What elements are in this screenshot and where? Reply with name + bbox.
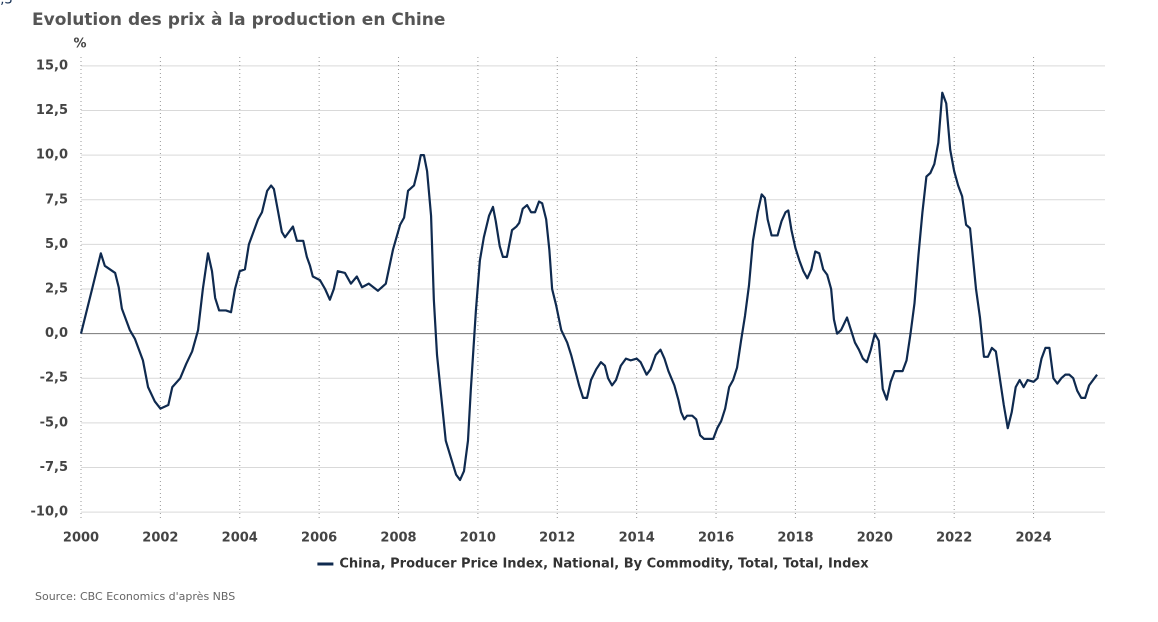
value-label: -2,3	[0, 0, 13, 8]
x-tick-label: 2006	[301, 531, 337, 546]
legend-label: China, Producer Price Index, National, B…	[339, 557, 869, 572]
y-tick-label: 0,0	[45, 326, 68, 341]
y-tick-label: 12,5	[36, 103, 68, 118]
source: Source: CBC Economics d'après NBS	[35, 590, 235, 603]
x-tick-label: 2016	[698, 531, 734, 546]
x-tick-label: 2002	[142, 531, 178, 546]
x-tick-label: 2020	[857, 531, 893, 546]
y-tick-label: -7,5	[40, 460, 68, 475]
x-tick-label: 2014	[619, 531, 655, 546]
y-tick-label: 5,0	[45, 237, 68, 252]
y-tick-label: 7,5	[45, 192, 68, 207]
y-tick-label: 10,0	[36, 148, 68, 163]
x-tick-label: 2024	[1015, 531, 1051, 546]
x-tick-label: 2008	[380, 531, 416, 546]
y-tick-label: 2,5	[45, 282, 68, 297]
x-tick-label: 2010	[460, 531, 496, 546]
x-tick-label: 2004	[222, 531, 258, 546]
x-tick-label: 2012	[539, 531, 575, 546]
x-tick-label: 2000	[63, 531, 99, 546]
x-tick-label: 2018	[777, 531, 813, 546]
y-tick-label: 15,0	[36, 58, 68, 73]
chart-title: Evolution des prix à la production en Ch…	[32, 10, 445, 30]
x-tick-label: 2022	[936, 531, 972, 546]
y-tick-label: -10,0	[31, 505, 68, 520]
y-tick-label: -5,0	[40, 415, 68, 430]
line-series	[79, 91, 1098, 482]
y-axis-label: %	[73, 37, 86, 52]
y-tick-label: -2,5	[40, 371, 68, 386]
